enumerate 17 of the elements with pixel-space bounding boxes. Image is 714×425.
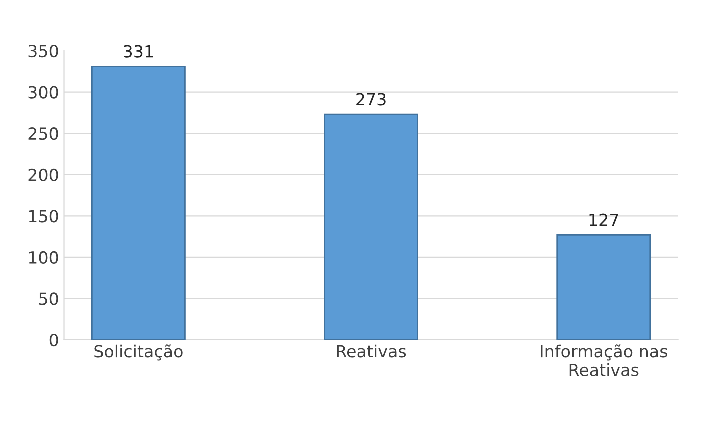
bar [324,114,418,340]
y-tick-label: 50 [39,292,58,306]
data-label: 273 [356,93,386,106]
y-tick-label: 200 [28,168,58,182]
y-tick-label: 100 [29,251,58,264]
y-tick-label: 0 [50,334,58,347]
x-tick-label: Informação nas Reativas [541,344,668,376]
y-tick-label: 250 [28,128,58,140]
x-tick-label: Solicitação [94,344,183,361]
y-tick-label: 150 [29,210,58,223]
y-tick-label: 350 [28,44,58,58]
y-tick-label: 300 [28,86,58,99]
x-tick-label: Reativas [337,344,406,358]
bar [91,66,186,340]
data-label: 331 [124,45,154,58]
data-label: 127 [590,214,618,226]
bar [556,234,652,340]
